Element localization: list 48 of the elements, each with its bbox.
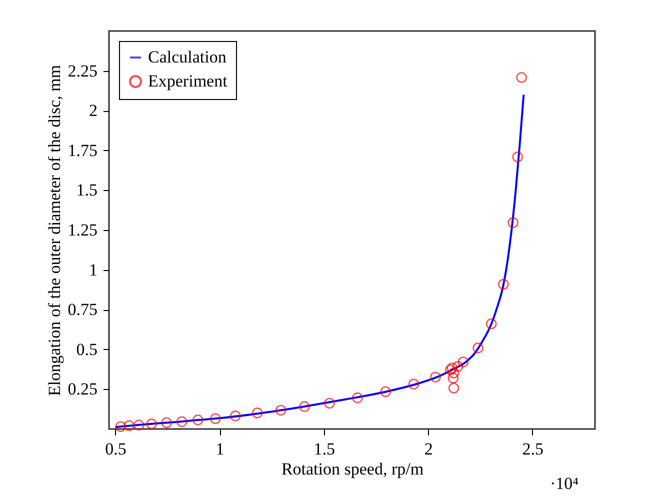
y-tick-label: 0.5 bbox=[76, 340, 98, 359]
point bbox=[508, 217, 518, 228]
point bbox=[512, 152, 524, 162]
point bbox=[380, 386, 391, 398]
point bbox=[448, 382, 460, 394]
y-tick-label: 1 bbox=[89, 260, 98, 280]
legend-label: Experiment bbox=[148, 72, 228, 90]
y-tick-label: 0.25 bbox=[68, 380, 98, 399]
point bbox=[458, 356, 469, 368]
x-tick-label: 0.5 bbox=[105, 440, 126, 458]
point bbox=[448, 368, 460, 378]
y-tick-label: 2.25 bbox=[68, 61, 98, 80]
point bbox=[252, 408, 263, 418]
line-series bbox=[114, 94, 525, 428]
x-axis-title: Rotation speed, rp/m bbox=[281, 460, 424, 478]
point bbox=[452, 361, 464, 372]
y-tick-label: 1.5 bbox=[76, 180, 98, 200]
point bbox=[161, 417, 172, 428]
point bbox=[472, 342, 484, 354]
point bbox=[448, 372, 459, 384]
legend-label: Calculation bbox=[148, 48, 227, 66]
point bbox=[408, 378, 420, 390]
point bbox=[486, 318, 497, 330]
point bbox=[498, 278, 509, 290]
y-tick-label: 1.75 bbox=[68, 140, 98, 160]
point bbox=[516, 72, 527, 83]
point bbox=[192, 414, 204, 426]
point bbox=[430, 372, 441, 382]
y-tick-label: 2 bbox=[89, 101, 98, 120]
x-tick-label: 1.5 bbox=[314, 440, 335, 458]
point bbox=[124, 420, 134, 432]
point bbox=[275, 404, 286, 416]
point bbox=[146, 418, 157, 430]
y-tick-label: 0.75 bbox=[68, 300, 98, 320]
text: ·10⁴ bbox=[550, 474, 579, 494]
y-tick-label: 1.25 bbox=[68, 220, 98, 240]
x-tick-label: 2.5 bbox=[522, 440, 544, 458]
x-tick-label: 2 bbox=[424, 440, 433, 458]
point bbox=[133, 420, 144, 430]
point bbox=[299, 401, 310, 412]
point bbox=[176, 416, 188, 428]
point bbox=[324, 398, 335, 409]
point bbox=[230, 410, 241, 422]
point bbox=[210, 413, 221, 424]
point bbox=[115, 421, 126, 432]
point bbox=[352, 392, 363, 404]
x-tick-label: 1 bbox=[216, 440, 224, 458]
y-axis-title: Elongation of the outer diameter of the disc, mm bbox=[44, 65, 64, 396]
